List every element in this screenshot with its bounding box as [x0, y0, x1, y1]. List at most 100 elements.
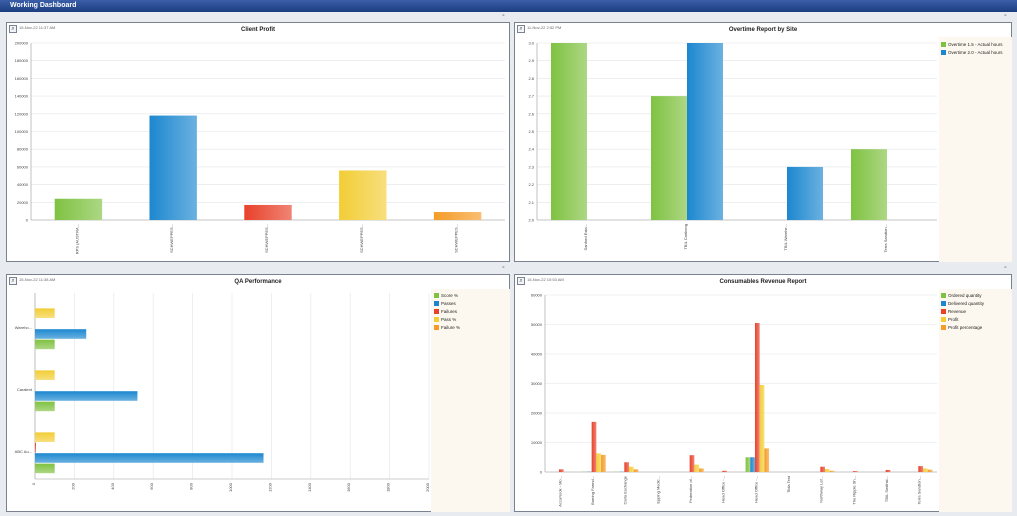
bar	[35, 391, 138, 401]
y-tick-label: 160000	[15, 76, 29, 81]
y-tick-label: 2.9	[528, 58, 534, 63]
x-tick-label: Federation of...	[688, 476, 693, 503]
bar	[754, 323, 760, 472]
panel-title: Overtime Report by Site	[728, 27, 798, 33]
y-tick-label: 2.8	[528, 76, 534, 81]
legend-swatch	[941, 317, 946, 323]
bar	[551, 43, 587, 220]
panel-title: Client Profit	[241, 27, 275, 33]
bar	[918, 466, 924, 472]
legend-item: Failures	[434, 309, 458, 315]
x-tick-label: 1000	[228, 482, 233, 492]
y-tick-label: 200000	[15, 41, 29, 46]
x-tick-label: TBIL Caribong	[683, 224, 688, 250]
bar	[927, 469, 933, 472]
x-tick-label: Terra Sandton...	[917, 476, 922, 504]
y-tick-label: 20000	[17, 200, 29, 205]
client-profit-panel: ▫ ⌕ 15-Nov-22 11:37 AM Client Profit 0 20…	[6, 13, 510, 262]
panel-timestamp: 15-Nov-22 11:38 AM	[19, 277, 56, 282]
panel-title: QA Performance	[234, 279, 282, 285]
legend-item: Profit	[941, 317, 959, 323]
maximize-icon[interactable]: ▫	[1004, 13, 1007, 19]
y-tick-label: 2.2	[528, 182, 534, 187]
y-tick-label: 0	[540, 470, 543, 475]
legend-area	[939, 37, 1012, 262]
legend-swatch	[941, 301, 946, 307]
maximize-icon[interactable]: ▫	[502, 265, 505, 271]
x-tick-label: 1400	[307, 482, 312, 492]
consumables-panel: ▫ ⌕ 15-Nov-22 10:53 AM Consumables Reven…	[514, 265, 1012, 512]
magnifier-icon[interactable]: ⌕	[9, 277, 17, 285]
legend-label: Ordered quantity	[948, 293, 982, 298]
legend-label: Failures	[441, 309, 458, 314]
x-tick-label: The Ripple Sh...	[851, 476, 856, 505]
legend-swatch	[941, 325, 946, 331]
x-tick-label: Carla Exchange	[623, 475, 628, 504]
y-tick-label: 60000	[531, 293, 543, 298]
legend-swatch	[941, 309, 946, 315]
legend-swatch	[941, 293, 946, 299]
x-tick-label: Epping Medic...	[655, 476, 660, 504]
x-tick-label: TBIL Warehe...	[783, 224, 788, 251]
x-tick-label: SCHWEPPES...	[169, 224, 174, 253]
legend-label: Delivered quantity	[948, 301, 985, 306]
x-tick-label: Sanford Esta...	[583, 224, 588, 250]
x-tick-label: 800	[189, 482, 194, 489]
x-tick-label: Terra Sandton...	[883, 224, 888, 252]
bar	[764, 448, 770, 472]
legend-label: Overtime 1.5 - Actual hours	[948, 42, 1003, 47]
y-tick-label: Caralent	[17, 387, 33, 392]
y-tick-label: 140000	[15, 94, 29, 99]
bar	[629, 466, 634, 472]
bar	[759, 384, 765, 472]
bar	[596, 453, 602, 472]
bar	[339, 170, 387, 220]
legend-swatch	[941, 42, 946, 48]
legend-label: Revenue	[948, 309, 967, 314]
legend-item: Failure %	[434, 325, 461, 331]
y-tick-label: 120000	[15, 111, 29, 116]
legend-label: Profit percentage	[948, 325, 983, 330]
y-tick-label: 30000	[531, 381, 543, 386]
bar	[825, 469, 830, 472]
maximize-icon[interactable]: ▫	[502, 13, 505, 19]
bar	[35, 308, 55, 318]
legend-area	[431, 289, 510, 512]
bar	[149, 115, 197, 220]
y-tick-label: 2.6	[528, 111, 534, 116]
x-tick-label: RPS (AUSTRA...	[74, 224, 79, 254]
x-tick-label: SCHWEPPES...	[359, 224, 364, 253]
panel-title: Consumables Revenue Report	[719, 279, 807, 285]
client-profit-chart: 0 20000 40000 60000 80000 100000 120000 140000 1…	[15, 41, 505, 254]
x-tick-label: 400	[110, 482, 115, 489]
maximize-icon[interactable]: ▫	[1004, 265, 1007, 271]
magnifier-icon[interactable]: ⌕	[517, 25, 525, 33]
bar	[694, 464, 700, 472]
bar	[745, 457, 751, 472]
bar	[35, 463, 55, 474]
legend-label: Pass %	[441, 317, 457, 322]
bar	[651, 96, 687, 220]
legend-item: Passes	[434, 301, 456, 307]
x-tick-label: Head Office -...	[721, 476, 726, 503]
y-tick-label: 2.7	[528, 94, 534, 99]
x-tick-label: TBIL Smithst...	[884, 476, 889, 502]
bar	[885, 469, 891, 472]
magnifier-icon[interactable]: ⌕	[9, 25, 17, 33]
bar	[923, 468, 928, 472]
window-title: Working Dashboard	[0, 0, 1017, 12]
bar	[829, 470, 835, 472]
overtime-chart: 2.0 2.1 2.2 2.3 2.4 2.5 2.6 2.7 2.8 2.9 3.0 Sanford…	[528, 41, 937, 252]
y-tick-label: 20000	[531, 411, 543, 416]
x-tick-label: 2000	[425, 482, 430, 492]
legend-label: Failure %	[441, 325, 461, 330]
legend-item: Profit percentage	[941, 325, 983, 331]
bar	[35, 329, 87, 339]
bar	[820, 466, 826, 472]
bar	[35, 370, 55, 380]
y-tick-label: ABC Au...	[15, 449, 32, 454]
bar	[35, 442, 36, 453]
magnifier-icon[interactable]: ⌕	[517, 277, 525, 285]
bar	[750, 457, 755, 472]
consumables-chart: 0 10000 20000 30000 40000 50000 60000 AccuNook …	[531, 293, 937, 507]
